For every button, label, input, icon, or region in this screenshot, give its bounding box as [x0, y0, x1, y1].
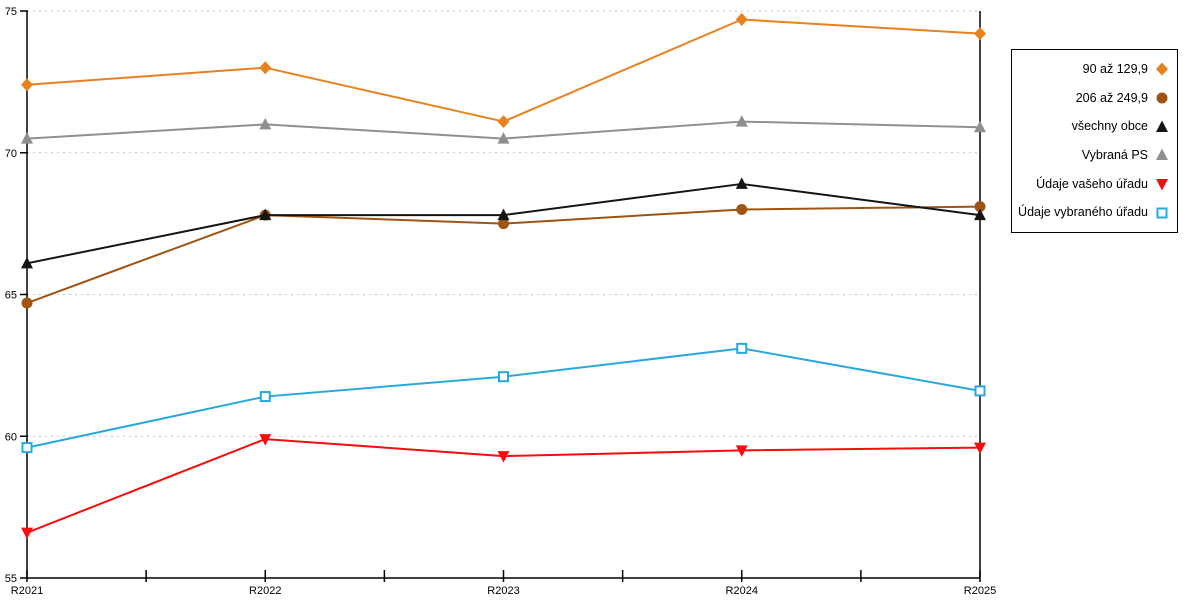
triangle-up-marker-icon [497, 132, 510, 144]
legend-marker-icon [1156, 62, 1168, 76]
triangle-down-marker-icon [1156, 178, 1168, 191]
triangle-up-marker-icon [259, 117, 272, 130]
triangle-down-marker-icon [735, 445, 748, 457]
triangle-up-marker-icon [735, 177, 748, 189]
legend-item-0: 90 až 129,9 [1016, 62, 1169, 76]
x-axis-tick-label: R2025 [964, 585, 996, 597]
triangle-up-marker-icon [735, 115, 748, 127]
triangle-up-marker-icon [21, 132, 33, 144]
diamond-marker-icon [974, 27, 986, 41]
square-open-marker-icon [498, 371, 509, 383]
y-axis-tick-label: 55 [5, 573, 17, 585]
triangle-up-marker-icon [21, 256, 33, 269]
y-axis-tick-label: 65 [5, 290, 17, 302]
legend-item-1: 206 až 249,9 [1016, 91, 1169, 105]
legend-marker-icon [1156, 148, 1168, 161]
triangle-up-marker-icon [974, 120, 986, 133]
diamond-marker-icon [1156, 62, 1168, 76]
square-open-marker-icon [1156, 207, 1168, 219]
diamond-marker-icon [735, 13, 748, 27]
triangle-down-marker-icon [259, 434, 272, 446]
legend-item-5: Údaje vybraného úřadu [1016, 206, 1169, 220]
legend-label: 90 až 129,9 [1082, 62, 1148, 77]
legend-marker-icon [1156, 92, 1168, 104]
circle-marker-icon [21, 297, 33, 309]
diamond-marker-icon [497, 115, 510, 129]
square-open-marker-icon [259, 391, 271, 403]
x-axis-tick-label: R2023 [487, 585, 519, 597]
legend: 90 až 129,9 206 až 249,9 všechny obce Vybra… [1011, 49, 1178, 233]
legend-item-2: všechny obce [1016, 120, 1169, 134]
triangle-up-marker-icon [974, 208, 986, 221]
y-axis-tick-label: 75 [5, 6, 17, 18]
triangle-up-marker-icon [259, 208, 272, 221]
legend-item-3: Vybraná PS [1016, 148, 1169, 162]
legend-item-4: Údaje vašeho úřadu [1016, 177, 1169, 191]
legend-marker-icon [1156, 207, 1168, 219]
triangle-down-marker-icon [497, 451, 510, 463]
series-line-0 [26, 18, 981, 123]
square-open-marker-icon [21, 442, 33, 454]
triangle-up-marker-icon [1156, 120, 1168, 132]
circle-marker-icon [736, 203, 748, 215]
square-open-marker-icon [736, 342, 748, 354]
triangle-down-marker-icon [21, 527, 33, 540]
legend-label: Údaje vybraného úřadu [1018, 205, 1148, 220]
x-axis-tick-label: R2021 [11, 585, 43, 597]
circle-marker-icon [498, 218, 509, 230]
x-axis-tick-label: R2024 [726, 585, 758, 597]
legend-marker-icon [1156, 178, 1168, 191]
legend-label: 206 až 249,9 [1075, 90, 1148, 105]
legend-label: Vybraná PS [1081, 148, 1148, 163]
x-axis-tick-label: R2022 [249, 585, 281, 597]
legend-marker-icon [1156, 120, 1168, 132]
triangle-up-marker-icon [497, 208, 510, 221]
y-axis-tick-label: 70 [5, 148, 17, 160]
diamond-marker-icon [21, 78, 33, 92]
legend-label: Údaje vašeho úřadu [1036, 176, 1148, 191]
y-axis-tick-label: 60 [5, 431, 17, 443]
series-line-5 [26, 347, 981, 449]
diamond-marker-icon [259, 61, 272, 75]
triangle-up-marker-icon [1156, 148, 1168, 161]
legend-label: všechny obce [1071, 119, 1148, 134]
square-open-marker-icon [974, 385, 986, 397]
circle-marker-icon [974, 201, 986, 213]
triangle-down-marker-icon [974, 442, 986, 455]
circle-marker-icon [1156, 92, 1168, 104]
